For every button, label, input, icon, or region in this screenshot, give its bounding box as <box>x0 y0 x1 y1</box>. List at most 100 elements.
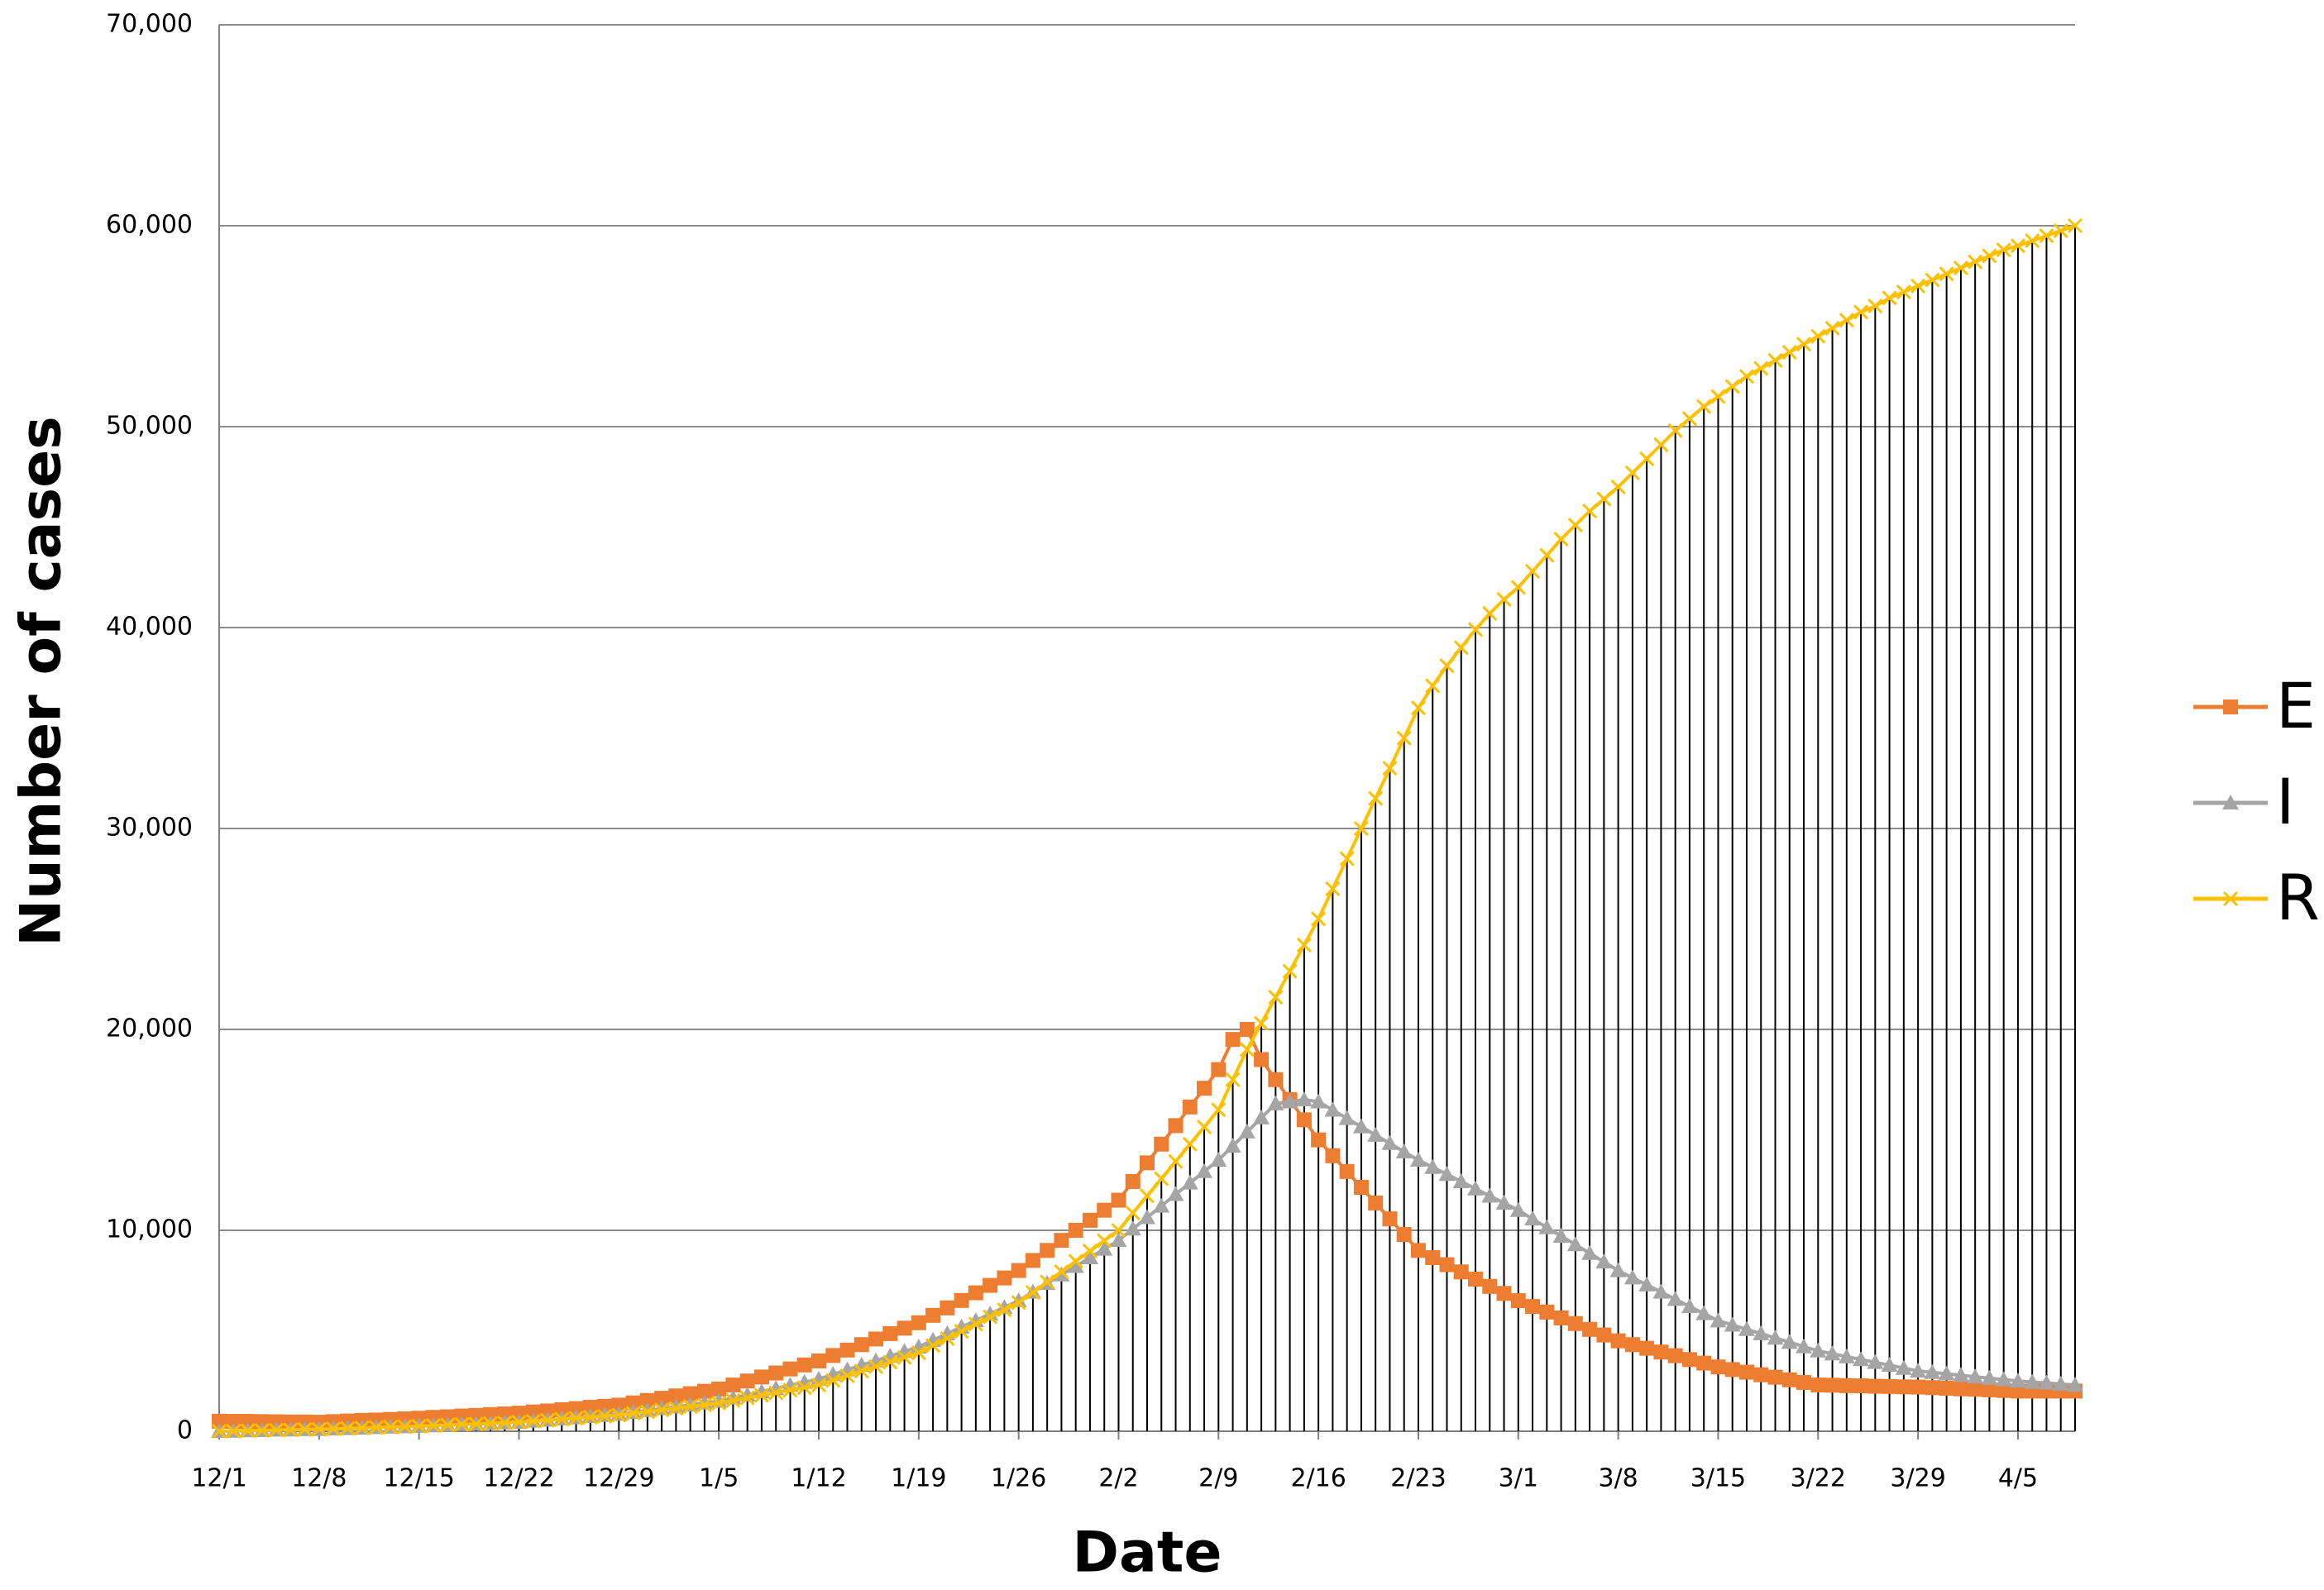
data-point <box>897 1349 912 1365</box>
data-point <box>1111 1192 1126 1208</box>
data-point <box>1982 248 1997 264</box>
data-point <box>1853 1351 1870 1367</box>
data-point <box>1895 1359 1912 1375</box>
data-point <box>696 1397 712 1413</box>
data-point <box>1953 1381 1968 1397</box>
data-point <box>1425 678 1441 694</box>
data-point <box>1839 313 1854 328</box>
data-point <box>1681 1352 1697 1368</box>
data-point <box>1667 1348 1683 1363</box>
data-point <box>2053 223 2068 239</box>
data-point <box>854 1337 869 1353</box>
data-point <box>1311 911 1327 927</box>
data-point <box>1582 503 1598 519</box>
data-point <box>1952 1367 1969 1382</box>
data-point <box>1325 1148 1341 1163</box>
data-point <box>1352 1118 1370 1134</box>
data-point <box>897 1320 912 1336</box>
data-point <box>1824 1378 1840 1393</box>
data-point <box>597 1408 613 1424</box>
x-tick-label: 3/22 <box>1791 1464 1846 1493</box>
data-point <box>1125 1173 1140 1189</box>
data-point <box>1339 851 1355 867</box>
x-axis-title: Date <box>1073 1521 1222 1586</box>
x-tick-label: 3/8 <box>1598 1464 1638 1493</box>
data-point <box>1939 266 1954 282</box>
data-point <box>1025 1285 1040 1301</box>
data-point <box>1710 1359 1726 1375</box>
data-point <box>1667 423 1683 438</box>
data-point <box>625 1395 641 1411</box>
data-point <box>2038 1374 2055 1390</box>
data-point <box>639 1404 655 1420</box>
x-tick-label: 2/16 <box>1290 1464 1346 1493</box>
data-point <box>226 1414 241 1430</box>
data-point <box>1581 1244 1599 1260</box>
data-point <box>1639 451 1655 466</box>
data-point <box>1197 1081 1212 1096</box>
data-point <box>1181 1174 1198 1190</box>
x-tick-label: 1/19 <box>891 1464 946 1493</box>
data-point <box>1838 1348 1855 1363</box>
data-point <box>1496 1286 1512 1301</box>
data-point <box>411 1418 427 1434</box>
data-point <box>1910 278 1926 294</box>
data-point <box>1324 1101 1341 1117</box>
data-point <box>554 1411 570 1427</box>
data-point <box>1439 1257 1455 1272</box>
x-tick-label: 2/9 <box>1198 1464 1238 1493</box>
data-point <box>1139 1209 1155 1225</box>
data-point <box>1467 622 1484 637</box>
data-point <box>1982 1382 1997 1397</box>
data-point <box>1481 1187 1499 1203</box>
data-point <box>968 1316 983 1332</box>
data-point <box>1453 640 1469 656</box>
data-point <box>212 1413 227 1429</box>
data-point <box>1239 1022 1255 1037</box>
data-point <box>940 1330 955 1347</box>
series <box>211 217 2083 1440</box>
data-point <box>1025 1253 1040 1268</box>
data-point <box>397 1419 413 1435</box>
data-point <box>1268 990 1284 1005</box>
data-point <box>1382 761 1398 776</box>
data-point <box>696 1383 712 1399</box>
data-point <box>1996 242 2011 258</box>
data-point <box>254 1422 270 1439</box>
legend-marker <box>2223 700 2238 714</box>
data-point <box>1254 1052 1270 1067</box>
data-point <box>383 1419 399 1435</box>
data-point <box>1482 1278 1498 1294</box>
data-point <box>1882 1378 1897 1394</box>
data-point <box>1596 491 1612 507</box>
data-point <box>1438 1166 1456 1182</box>
data-point <box>1238 1123 1255 1139</box>
data-point <box>611 1407 627 1423</box>
legend-label: I <box>2276 765 2294 838</box>
data-point <box>1623 1269 1641 1285</box>
data-point <box>1225 1032 1241 1048</box>
data-point <box>1168 1153 1184 1169</box>
data-point <box>1139 1188 1155 1204</box>
data-point <box>440 1417 456 1433</box>
data-point <box>1167 1186 1184 1201</box>
data-point <box>211 1423 227 1440</box>
data-point <box>311 1421 327 1437</box>
data-point <box>983 1277 998 1293</box>
data-point <box>1753 360 1769 376</box>
data-point <box>1624 465 1640 480</box>
data-point <box>1724 1316 1741 1332</box>
data-point <box>525 1404 541 1420</box>
data-point <box>1081 1249 1098 1265</box>
data-point <box>1938 1365 1955 1381</box>
data-point <box>240 1423 256 1439</box>
x-tick-label: 1/5 <box>699 1464 739 1493</box>
data-point <box>1311 1132 1327 1148</box>
data-point <box>1710 389 1726 404</box>
data-point <box>368 1420 384 1435</box>
data-point <box>1524 1210 1542 1226</box>
data-point <box>868 1358 884 1375</box>
data-point <box>1595 1253 1613 1269</box>
data-point <box>954 1324 969 1339</box>
data-point <box>882 1354 898 1370</box>
